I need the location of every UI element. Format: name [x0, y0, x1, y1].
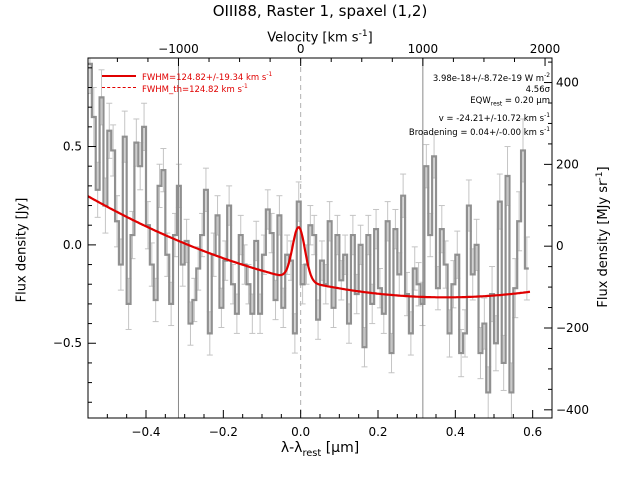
top-tick-label: 0 — [297, 42, 305, 56]
x-tick-label: −0.4 — [131, 425, 160, 439]
fit-curve — [88, 195, 531, 299]
x-tick-label: 0.0 — [291, 425, 310, 439]
tick-labels: −0.4 −0.2 0.0 0.2 0.4 0.6−1000 0 1000 2000−0.50.… — [53, 42, 589, 439]
stat-line-broadening: Broadening = 0.04+/-0.00 km s-1 — [408, 126, 550, 139]
fit-statistics: 3.98e-18+/-8.72e-19 W m-2 4.56σ EQWrest … — [409, 70, 550, 139]
stat-line-sigma: 4.56σ — [525, 84, 550, 95]
y-tick-label: 0.0 — [63, 238, 82, 252]
fit-curve-line — [88, 195, 531, 299]
data-series — [88, 62, 529, 394]
right-y-tick-label: 400 — [556, 76, 579, 90]
y-axis-label: Flux density [Jy] — [14, 197, 30, 303]
x-tick-label: 0.2 — [368, 425, 387, 439]
right-y-tick-label: 200 — [556, 157, 579, 171]
stat-line-eqw: EQWrest = 0.20 μm — [470, 95, 550, 108]
y-tick-label: −0.5 — [53, 336, 82, 350]
right-y-tick-label: 0 — [556, 239, 564, 253]
data-step-line — [88, 62, 529, 394]
top-tick-label: 1000 — [408, 42, 439, 56]
right-y-tick-label: −400 — [556, 403, 589, 417]
right-y-axis-label: Flux density [MJy sr-1] — [594, 166, 612, 308]
y-tick-label: 0.5 — [63, 140, 82, 154]
stat-line-flux: 3.98e-18+/-8.72e-19 W m-2 — [432, 72, 550, 84]
x-tick-label: 0.4 — [446, 425, 465, 439]
top-tick-label: 2000 — [530, 42, 561, 56]
legend: FWHM=124.82+/-19.34 km s-1 FWHM_th=124.8… — [96, 69, 272, 95]
axes — [87, 57, 553, 419]
stat-line-velocity: v = -24.21+/-10.72 km s-1 — [438, 111, 550, 124]
x-axis-label: λ-λrest [μm] — [280, 440, 360, 459]
top-axis-label: Velocity [km s-1] — [267, 29, 373, 46]
x-tick-label: 0.6 — [523, 425, 542, 439]
right-y-tick-label: −200 — [556, 321, 589, 335]
legend-item-fwhm: FWHM=124.82+/-19.34 km s-1 — [96, 69, 272, 83]
legend-item-fwhm-th: FWHM_th=124.82 km s-1 — [96, 81, 272, 95]
legend-swatch-dashed — [102, 87, 136, 88]
x-tick-label: −0.2 — [209, 425, 238, 439]
top-tick-label: −1000 — [158, 42, 199, 56]
chart-title: OIII88, Raster 1, spaxel (1,2) — [212, 2, 428, 20]
legend-swatch-solid — [102, 75, 136, 77]
